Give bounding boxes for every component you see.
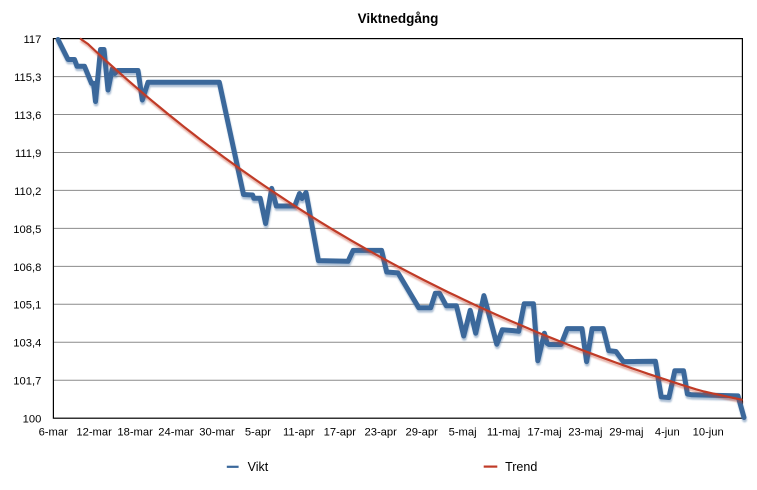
svg-text:11-apr: 11-apr [283,426,315,438]
svg-text:6-mar: 6-mar [39,426,68,438]
svg-text:24-mar: 24-mar [158,426,194,438]
svg-text:23-maj: 23-maj [568,426,602,438]
svg-text:23-apr: 23-apr [365,426,398,438]
svg-text:115,3: 115,3 [14,72,41,84]
svg-text:10-jun: 10-jun [693,426,724,438]
svg-text:29-apr: 29-apr [406,426,439,438]
svg-text:11-maj: 11-maj [487,426,520,438]
svg-text:110,2: 110,2 [14,186,41,198]
svg-text:5-apr: 5-apr [245,426,271,438]
svg-text:30-mar: 30-mar [199,426,235,438]
svg-text:101,7: 101,7 [13,376,41,388]
svg-text:108,5: 108,5 [13,224,41,236]
svg-text:Vikt: Vikt [248,460,269,474]
svg-text:12-mar: 12-mar [76,426,112,438]
svg-text:5-maj: 5-maj [449,426,477,438]
svg-text:4-jun: 4-jun [655,426,680,438]
svg-text:113,6: 113,6 [14,110,41,122]
svg-text:29-maj: 29-maj [609,426,643,438]
svg-text:18-mar: 18-mar [117,426,153,438]
svg-text:100: 100 [23,414,42,426]
svg-text:106,8: 106,8 [13,262,41,274]
svg-text:105,1: 105,1 [13,300,41,312]
svg-text:17-apr: 17-apr [324,426,357,438]
svg-text:103,4: 103,4 [13,338,41,350]
svg-text:111,9: 111,9 [15,148,41,160]
svg-text:117: 117 [23,34,41,46]
svg-text:Trend: Trend [505,460,537,474]
svg-text:Viktnedgång: Viktnedgång [358,11,439,26]
svg-text:17-maj: 17-maj [527,426,561,438]
